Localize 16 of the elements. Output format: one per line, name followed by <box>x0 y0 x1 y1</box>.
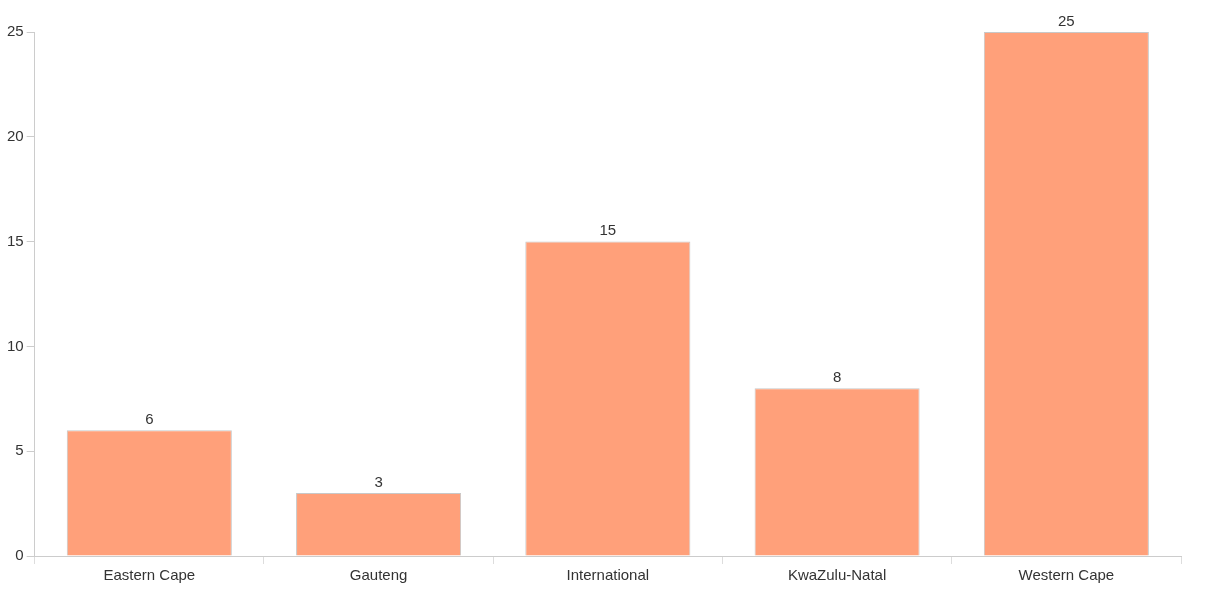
data-label: 8 <box>832 367 842 385</box>
y-tick-label: 5 <box>15 441 24 459</box>
x-tick-label: Gauteng <box>349 566 408 584</box>
y-tick-label: 15 <box>7 231 24 249</box>
x-tick-label: KwaZulu-Natal <box>787 566 887 584</box>
x-tick-label: Western Cape <box>1018 566 1115 584</box>
x-tick-label: International <box>566 566 650 584</box>
x-tick-label: Eastern Cape <box>103 566 196 584</box>
y-tick-label: 20 <box>7 126 24 144</box>
data-label: 3 <box>374 472 383 490</box>
data-label: 6 <box>145 409 154 427</box>
y-tick-label: 10 <box>7 336 24 354</box>
data-label: 15 <box>599 221 617 239</box>
y-tick-label: 0 <box>15 546 24 564</box>
y-tick-label: 25 <box>7 22 24 40</box>
data-label: 25 <box>1058 11 1075 29</box>
